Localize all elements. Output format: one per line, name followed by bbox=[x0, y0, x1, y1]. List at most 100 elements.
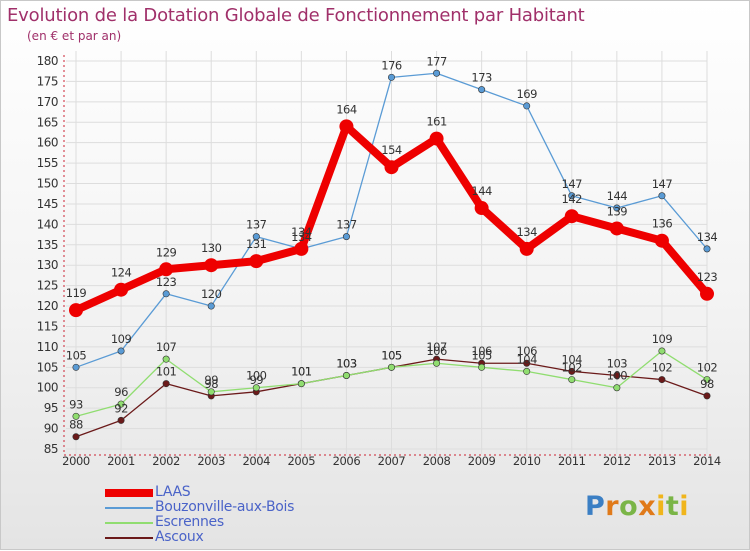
data-point-bouzonville-aux-bois bbox=[613, 204, 621, 212]
data-point-bouzonville-aux-bois bbox=[72, 363, 80, 371]
y-tick-label: 130 bbox=[37, 258, 58, 272]
data-point-escrennes bbox=[703, 376, 711, 384]
data-label-laas: 129 bbox=[156, 245, 177, 259]
data-point-escrennes bbox=[433, 359, 441, 367]
data-point-bouzonville-aux-bois bbox=[162, 290, 170, 298]
data-point-escrennes bbox=[297, 380, 305, 388]
data-label-laas: 134 bbox=[516, 225, 537, 239]
data-point-bouzonville-aux-bois bbox=[117, 347, 125, 355]
y-tick-label: 85 bbox=[44, 442, 58, 456]
legend: LAAS Bouzonville-aux-Bois Escrennes Asco… bbox=[105, 484, 365, 546]
data-point-escrennes bbox=[387, 363, 395, 371]
x-tick-label: 2010 bbox=[513, 454, 541, 468]
logo-letter: o bbox=[619, 491, 639, 522]
data-label-escrennes: 105 bbox=[381, 348, 402, 362]
y-tick-label: 165 bbox=[37, 115, 58, 129]
data-point-escrennes bbox=[568, 376, 576, 384]
data-point-laas bbox=[114, 282, 129, 297]
data-label-bouzonville-aux-bois: 134 bbox=[697, 230, 718, 244]
data-label-bouzonville-aux-bois: 105 bbox=[66, 348, 87, 362]
y-tick-label: 105 bbox=[37, 360, 58, 374]
data-label-laas: 119 bbox=[66, 286, 87, 300]
data-point-laas bbox=[294, 241, 309, 256]
logo-letter: r bbox=[605, 491, 620, 522]
data-label-bouzonville-aux-bois: 123 bbox=[156, 275, 177, 289]
data-label-bouzonville-aux-bois: 109 bbox=[111, 332, 132, 346]
data-point-bouzonville-aux-bois bbox=[207, 302, 215, 310]
y-tick-label: 175 bbox=[37, 74, 58, 88]
logo-letter: P bbox=[585, 491, 606, 522]
data-label-escrennes: 103 bbox=[336, 356, 357, 370]
data-label-escrennes: 101 bbox=[291, 365, 312, 379]
axes bbox=[63, 55, 713, 456]
data-label-laas: 131 bbox=[246, 237, 267, 251]
logo-letter: x bbox=[638, 491, 657, 522]
x-tick-label: 2009 bbox=[468, 454, 496, 468]
data-label-laas: 130 bbox=[201, 241, 222, 255]
data-point-ascoux bbox=[72, 433, 80, 441]
data-label-escrennes: 104 bbox=[516, 352, 537, 366]
legend-label-bouzonville: Bouzonville-aux-Bois bbox=[155, 499, 295, 515]
legend-swatch-laas bbox=[105, 489, 153, 497]
data-label-laas: 142 bbox=[562, 192, 583, 206]
data-label-bouzonville-aux-bois: 137 bbox=[336, 218, 357, 232]
data-label-ascoux: 103 bbox=[607, 356, 628, 370]
data-point-ascoux bbox=[523, 359, 531, 367]
x-tick-label: 2000 bbox=[62, 454, 90, 468]
y-tick-label: 140 bbox=[37, 217, 58, 231]
data-point-escrennes bbox=[72, 412, 80, 420]
data-label-ascoux: 102 bbox=[652, 361, 673, 375]
data-label-laas: 134 bbox=[291, 225, 312, 239]
legend-swatch-escrennes bbox=[105, 522, 153, 524]
data-point-escrennes bbox=[478, 363, 486, 371]
y-tick-label: 180 bbox=[37, 54, 58, 68]
y-tick-label: 115 bbox=[37, 319, 58, 333]
data-point-bouzonville-aux-bois bbox=[478, 86, 486, 94]
data-point-bouzonville-aux-bois bbox=[252, 233, 260, 241]
data-label-escrennes: 107 bbox=[156, 340, 177, 354]
data-label-escrennes: 109 bbox=[652, 332, 673, 346]
y-tick-label: 120 bbox=[37, 299, 58, 313]
logo-letter: i bbox=[656, 491, 666, 522]
legend-swatch-ascoux bbox=[105, 537, 153, 539]
legend-item-ascoux[interactable]: Ascoux bbox=[105, 529, 365, 546]
data-point-bouzonville-aux-bois bbox=[568, 192, 576, 200]
series-group bbox=[69, 69, 714, 441]
data-point-escrennes bbox=[523, 367, 531, 375]
data-label-laas: 139 bbox=[607, 204, 628, 218]
legend-item-escrennes[interactable]: Escrennes bbox=[105, 514, 365, 531]
legend-swatch-bouzonville bbox=[105, 507, 153, 509]
data-point-escrennes bbox=[207, 388, 215, 396]
data-point-laas bbox=[609, 221, 624, 236]
data-label-laas: 161 bbox=[426, 115, 447, 129]
data-point-laas bbox=[519, 241, 534, 256]
data-label-escrennes: 99 bbox=[204, 373, 218, 387]
data-label-ascoux: 106 bbox=[516, 344, 537, 358]
data-label-ascoux: 104 bbox=[562, 352, 583, 366]
y-tick-label: 125 bbox=[37, 279, 58, 293]
y-tick-label: 95 bbox=[44, 401, 58, 415]
data-point-laas bbox=[339, 119, 354, 134]
legend-item-bouzonville[interactable]: Bouzonville-aux-Bois bbox=[105, 499, 365, 516]
data-label-ascoux: 92 bbox=[114, 401, 128, 415]
x-tick-label: 2002 bbox=[152, 454, 180, 468]
data-point-laas bbox=[700, 286, 714, 301]
x-tick-label: 2001 bbox=[107, 454, 135, 468]
legend-label-ascoux: Ascoux bbox=[155, 529, 204, 545]
chart-subtitle: (en € et par an) bbox=[27, 29, 122, 43]
data-point-laas bbox=[69, 303, 83, 318]
y-tick-label: 110 bbox=[37, 340, 58, 354]
data-point-laas bbox=[564, 209, 579, 224]
proxiti-logo: Proxiti bbox=[585, 491, 689, 522]
data-label-ascoux: 101 bbox=[291, 365, 312, 379]
data-point-ascoux bbox=[658, 376, 666, 384]
legend-item-laas[interactable]: LAAS bbox=[105, 484, 365, 501]
legend-label-escrennes: Escrennes bbox=[155, 514, 224, 530]
data-label-ascoux: 105 bbox=[381, 348, 402, 362]
data-point-ascoux bbox=[162, 380, 170, 388]
data-point-escrennes bbox=[162, 355, 170, 363]
data-point-bouzonville-aux-bois bbox=[342, 233, 350, 241]
data-point-laas bbox=[474, 201, 489, 216]
data-label-ascoux: 107 bbox=[426, 340, 447, 354]
